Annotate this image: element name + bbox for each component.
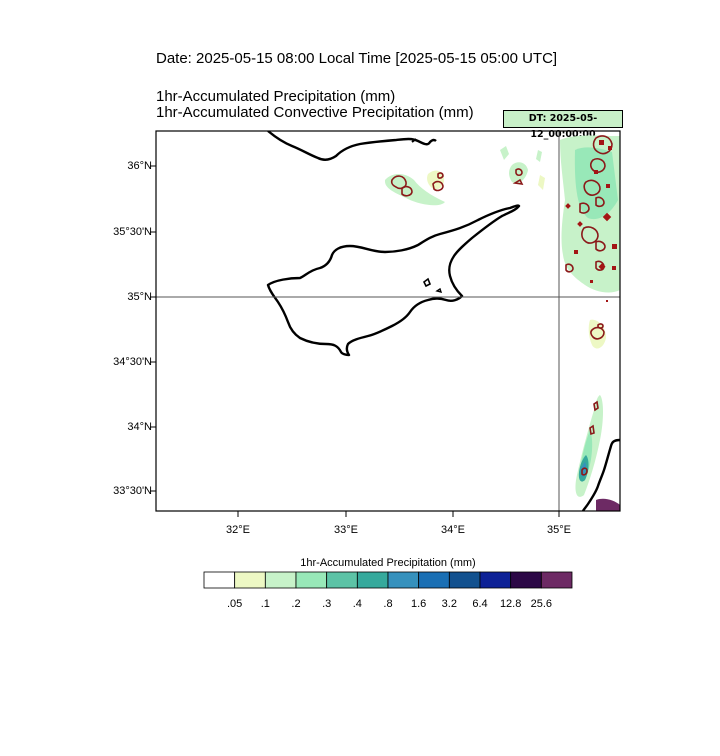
lat-label: 36°N <box>127 160 152 172</box>
lat-label: 35°30'N <box>113 226 152 238</box>
lat-label: 33°30'N <box>113 485 152 497</box>
lat-label: 34°30'N <box>113 356 152 368</box>
lon-label: 35°E <box>547 524 571 536</box>
date-title: Date: 2025-05-15 08:00 Local Time [2025-… <box>156 50 558 67</box>
field-title-precip: 1hr-Accumulated Precipitation (mm) <box>156 88 396 105</box>
levant-coastline <box>581 438 620 511</box>
colorbar-tick-label: .05 <box>227 598 243 610</box>
precip-area <box>500 146 509 160</box>
precip-area <box>509 162 528 184</box>
map-frame <box>155 130 621 512</box>
precip-area <box>536 150 542 162</box>
island-islet <box>435 287 443 293</box>
colorbar-box <box>540 571 573 589</box>
turkey-coastline <box>267 131 437 161</box>
precip-area <box>427 170 445 190</box>
lat-label: 35°N <box>127 291 152 303</box>
precip-area <box>596 498 620 511</box>
convective-contours <box>390 135 613 476</box>
lon-label: 34°E <box>441 524 465 536</box>
ticks <box>150 165 560 517</box>
colorbar-tick-label: .4 <box>352 598 362 610</box>
precip-layer <box>266 131 620 511</box>
precip-area <box>574 147 618 220</box>
colorbar-tick-label: 25.6 <box>530 598 553 610</box>
colorbar <box>203 571 573 589</box>
colorbar-tick-label: 1.6 <box>411 598 427 610</box>
colorbar-tick-label: 6.4 <box>472 598 488 610</box>
colorbar-box <box>295 571 328 589</box>
field-title-convective: 1hr-Accumulated Convective Precipitation… <box>156 104 474 121</box>
colorbar-tick-label: .1 <box>260 598 270 610</box>
lon-label: 32°E <box>226 524 250 536</box>
cyprus-coastline <box>266 204 521 357</box>
colorbar-box <box>479 571 512 589</box>
precip-area <box>588 319 606 349</box>
dt-badge: DT: 2025-05-12_00:00:00 <box>503 110 623 140</box>
colorbar-box <box>326 571 358 589</box>
lat-label: 34°N <box>127 421 152 433</box>
colorbar-box <box>510 571 542 589</box>
colorbar-tick-label: .3 <box>322 598 332 610</box>
colorbar-box <box>264 571 297 589</box>
colorbar-tick-label: .2 <box>291 598 301 610</box>
precip-area <box>384 174 445 206</box>
lon-label: 33°E <box>334 524 358 536</box>
colorbar-box <box>448 571 481 589</box>
colorbar-box <box>234 571 266 589</box>
colorbar-tick-label: 12.8 <box>499 598 522 610</box>
colorbar-box <box>203 571 236 589</box>
colorbar-tick-label: .8 <box>383 598 393 610</box>
island-islet <box>422 277 432 288</box>
colorbar-box <box>356 571 389 589</box>
colorbar-box <box>387 571 420 589</box>
colorbar-title: 1hr-Accumulated Precipitation (mm) <box>300 557 476 569</box>
colorbar-tick-label: 3.2 <box>441 598 457 610</box>
precip-area <box>538 175 545 190</box>
colorbar-box <box>418 571 450 589</box>
